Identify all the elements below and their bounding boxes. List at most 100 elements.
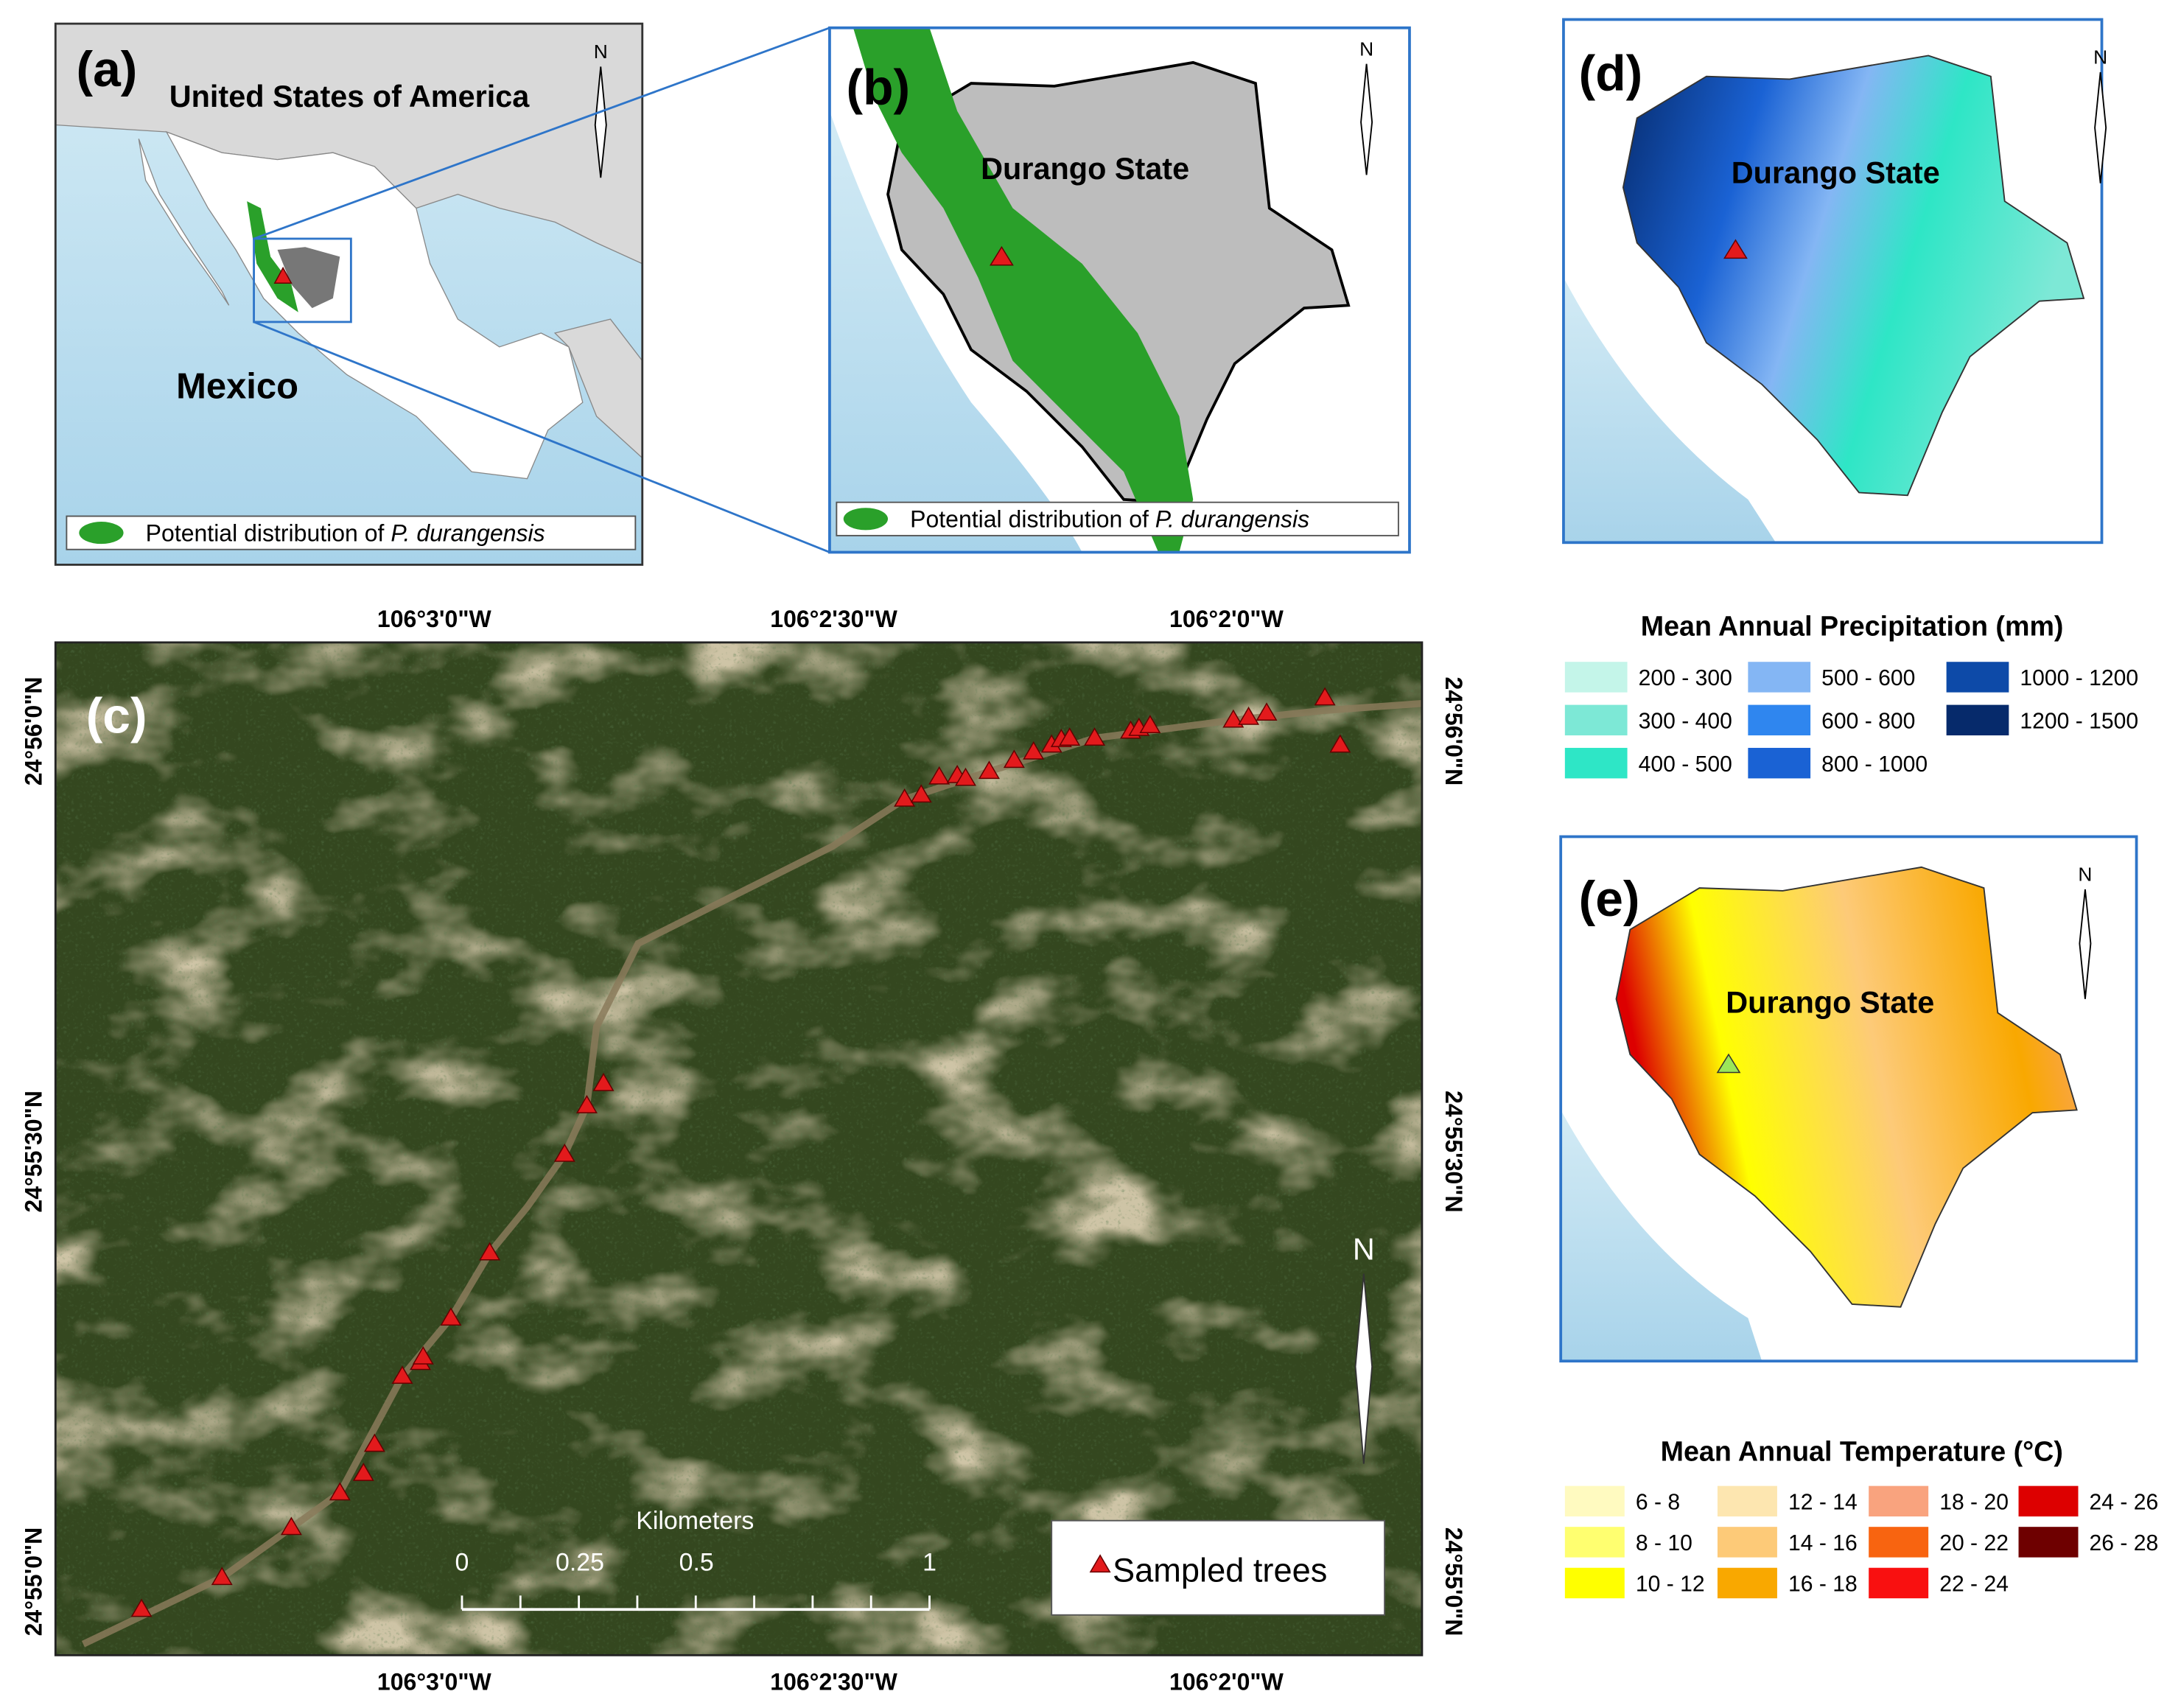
legend-label: 300 - 400 <box>1639 710 1732 734</box>
legend-label: 14 - 16 <box>1788 1531 1858 1555</box>
panel-e: (e) Durango State N <box>1559 835 2138 1363</box>
legend-label: Potential distribution of P. durangensis <box>146 519 545 546</box>
legend-label: 200 - 300 <box>1639 666 1732 690</box>
legend-swatch <box>2018 1485 2079 1517</box>
legend-label: 600 - 800 <box>1821 710 1915 734</box>
tree-marker <box>978 760 1000 780</box>
legend-species: P. durangensis <box>1155 506 1309 533</box>
legend-swatch <box>1564 1527 1625 1558</box>
legend-label: 26 - 28 <box>2090 1531 2159 1555</box>
tree-marker <box>329 1482 351 1501</box>
legend-species: P. durangensis <box>391 519 545 546</box>
legend-label: 400 - 500 <box>1639 752 1732 777</box>
legend-label: 22 - 24 <box>1939 1572 2009 1597</box>
legend-label: 1000 - 1200 <box>2020 666 2138 690</box>
sampled-trees <box>130 687 1351 1617</box>
legend-swatch <box>1946 662 2009 693</box>
north-label: N <box>1353 1233 1375 1267</box>
panel-label: (d) <box>1579 46 1643 101</box>
legend-swatch <box>79 522 124 545</box>
legend-label: 6 - 8 <box>1636 1491 1680 1515</box>
legend-box <box>836 501 1399 536</box>
frame <box>1562 18 2104 545</box>
tree-marker <box>894 788 916 807</box>
frame <box>54 641 1424 1656</box>
legend-swatch <box>1564 704 1628 736</box>
legend-swatch <box>1564 747 1628 779</box>
tree-marker <box>1139 715 1161 734</box>
sea <box>1563 277 1776 543</box>
panel-label: (c) <box>86 688 147 743</box>
legend-swatch <box>1717 1567 1777 1599</box>
tree-marker <box>910 784 932 803</box>
legend-label: 12 - 14 <box>1788 1491 1858 1515</box>
frame <box>828 26 1411 554</box>
zoom-line <box>253 321 830 553</box>
tree-marker <box>130 1598 153 1617</box>
lat-label: 24°56'0"N <box>1440 677 1467 786</box>
lat-label: 24°55'30"N <box>1440 1091 1467 1212</box>
panel-label: (e) <box>1579 872 1640 927</box>
legend-swatch <box>1748 704 1811 736</box>
legend-text: Potential distribution of <box>910 506 1155 533</box>
legend-swatch <box>1748 662 1811 693</box>
legend-title: Mean Annual Precipitation (mm) <box>1641 610 2064 641</box>
tree-marker <box>954 767 976 786</box>
country-label: Mexico <box>176 366 298 406</box>
legend-swatch <box>1748 747 1811 779</box>
scale-label: 0.5 <box>679 1548 714 1576</box>
tree-marker <box>280 1516 302 1536</box>
legend-swatch <box>1717 1485 1777 1517</box>
north-arrow <box>1360 63 1373 175</box>
scale-bar: 0 0.25 0.5 1 <box>455 1548 937 1611</box>
tree-marker <box>1222 709 1244 728</box>
lon-label: 106°2'30"W <box>770 606 897 632</box>
baja <box>138 139 230 306</box>
tree-marker <box>553 1143 575 1162</box>
tree-marker <box>352 1463 374 1481</box>
sea <box>1561 1110 1762 1362</box>
tree-marker <box>1256 702 1278 721</box>
frame <box>54 22 644 566</box>
site-marker <box>273 266 293 284</box>
coordinate-labels: 106°3'0"W 106°2'30"W 106°2'0"W 106°3'0"W 106… <box>20 606 1466 1695</box>
lon-label: 106°2'30"W <box>770 1668 897 1695</box>
tree-marker <box>1084 727 1106 746</box>
zoom-line <box>253 27 830 240</box>
legend-label: 10 - 12 <box>1636 1572 1705 1597</box>
panel-d: (d) Durango State N <box>1562 18 2107 545</box>
panel-b: (b) Durango State N Potential distributi… <box>828 26 1411 554</box>
north-label: N <box>594 41 608 63</box>
panel-c: (c) N Kilometers 0 0.25 0.5 1 Sampled trees <box>54 641 1424 1656</box>
panel-label: (a) <box>77 42 138 97</box>
lat-label: 24°55'0"N <box>1440 1527 1467 1637</box>
tree-marker <box>1314 687 1336 706</box>
legend-label: 1200 - 1500 <box>2020 710 2138 734</box>
site-marker <box>1716 1053 1741 1074</box>
legend-box <box>66 515 637 550</box>
north-label: N <box>2078 864 2092 886</box>
tree-marker <box>1329 734 1351 753</box>
legend-label: 24 - 26 <box>2090 1491 2159 1515</box>
scale-label: 0.25 <box>556 1548 604 1576</box>
tree-marker <box>440 1307 462 1326</box>
legend-label: 16 - 18 <box>1788 1572 1858 1597</box>
legend-label: 20 - 22 <box>1939 1531 2009 1555</box>
tree-marker <box>575 1095 598 1113</box>
tree-marker <box>1059 727 1081 746</box>
tree-marker <box>363 1433 385 1452</box>
legend-swatch <box>1089 1554 1111 1573</box>
legend-label: Potential distribution of P. durangensis <box>910 506 1309 533</box>
tree-marker <box>1023 741 1045 760</box>
north-arrow <box>2079 889 2092 999</box>
tree-marker <box>479 1242 501 1261</box>
distribution <box>853 27 1194 553</box>
scale-title: Kilometers <box>636 1507 754 1535</box>
legend-title: Mean Annual Temperature (°C) <box>1661 1436 2063 1467</box>
panel-label: (b) <box>847 60 911 115</box>
legend-label: 800 - 1000 <box>1821 752 1928 777</box>
north-label: N <box>2093 46 2107 69</box>
legend-text: Potential distribution of <box>146 519 391 546</box>
